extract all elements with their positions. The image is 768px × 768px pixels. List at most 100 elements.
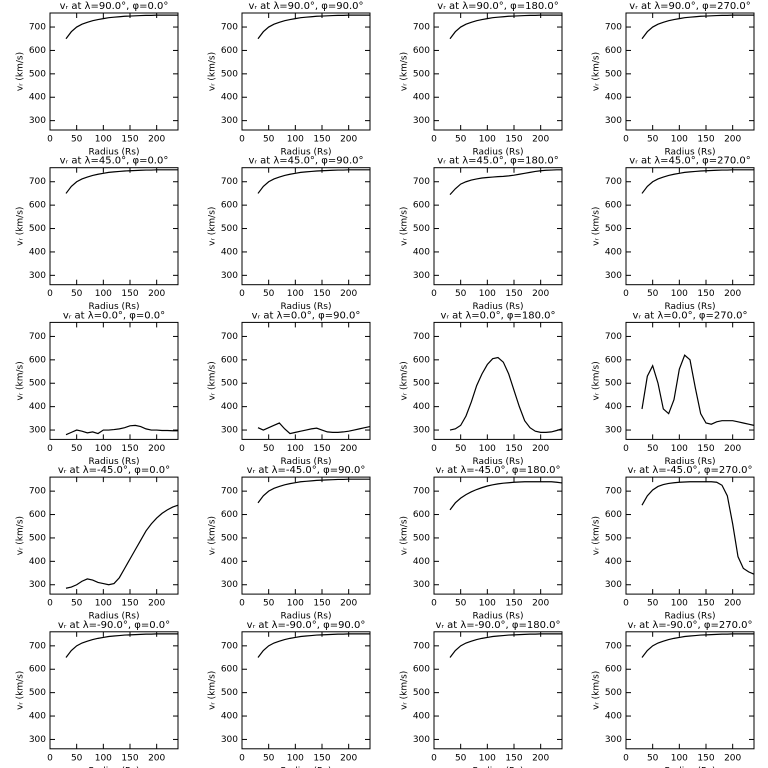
y-axis-label: vᵣ (km/s)	[400, 361, 410, 400]
x-axis-label: Radius (Rs)	[88, 148, 139, 158]
y-tick-label: 700	[605, 23, 622, 33]
plot-frame	[241, 321, 371, 440]
y-tick-label: 300	[605, 580, 622, 590]
data-line	[65, 424, 178, 436]
plot-frame	[49, 12, 179, 131]
x-axis-label: Radius (Rs)	[472, 612, 523, 622]
y-axis-label: vᵣ (km/s)	[208, 52, 218, 91]
x-tick-label: 100	[479, 444, 496, 454]
y-tick-label: 500	[413, 379, 430, 389]
y-axis-label: vᵣ (km/s)	[16, 671, 26, 710]
y-tick-label: 500	[221, 69, 238, 79]
x-tick-label: 100	[479, 135, 496, 145]
chart-title: vᵣ at λ=45.0°, φ=180.0°	[437, 156, 558, 167]
x-tick-label: 50	[263, 444, 275, 454]
x-tick-label: 150	[505, 135, 522, 145]
x-axis-label: Radius (Rs)	[664, 766, 715, 768]
data-line	[65, 633, 178, 658]
y-tick-label: 700	[605, 487, 622, 497]
y-tick-label: 300	[29, 271, 46, 281]
y-axis-label: vᵣ (km/s)	[592, 361, 602, 400]
y-tick-label: 700	[29, 332, 46, 342]
y-tick-label: 400	[413, 402, 430, 412]
x-tick-label: 150	[121, 599, 138, 609]
y-tick-label: 300	[29, 735, 46, 745]
x-tick-label: 100	[479, 599, 496, 609]
chart-title: vᵣ at λ=90.0°, φ=270.0°	[629, 1, 750, 12]
y-tick-label: 300	[413, 426, 430, 436]
y-tick-label: 700	[413, 177, 430, 187]
x-tick-label: 150	[697, 753, 714, 763]
x-tick-label: 200	[724, 289, 741, 299]
y-tick-label: 600	[29, 355, 46, 365]
x-tick-label: 50	[455, 753, 467, 763]
data-line	[641, 14, 754, 40]
y-tick-label: 300	[221, 271, 238, 281]
x-tick-label: 150	[121, 135, 138, 145]
x-axis-label: Radius (Rs)	[472, 148, 523, 158]
y-tick-label: 600	[221, 355, 238, 365]
y-tick-label: 700	[221, 487, 238, 497]
x-axis-label: Radius (Rs)	[280, 612, 331, 622]
data-line	[449, 356, 563, 433]
y-axis-label: vᵣ (km/s)	[208, 207, 218, 246]
x-tick-label: 50	[455, 599, 467, 609]
x-tick-label: 200	[148, 135, 165, 145]
x-tick-label: 100	[671, 289, 688, 299]
y-tick-label: 400	[29, 557, 46, 567]
x-tick-label: 50	[647, 753, 659, 763]
data-line	[449, 633, 562, 658]
y-tick-label: 500	[29, 224, 46, 234]
x-tick-label: 50	[263, 135, 275, 145]
x-tick-label: 100	[287, 289, 304, 299]
x-tick-label: 100	[671, 753, 688, 763]
x-tick-label: 150	[697, 599, 714, 609]
y-tick-label: 500	[413, 688, 430, 698]
x-tick-label: 0	[47, 599, 53, 609]
x-tick-label: 0	[239, 444, 245, 454]
chart-title: vᵣ at λ=45.0°, φ=0.0°	[60, 156, 169, 167]
y-axis-label: vᵣ (km/s)	[16, 516, 26, 555]
x-tick-label: 150	[505, 753, 522, 763]
y-tick-label: 500	[605, 688, 622, 698]
y-tick-label: 400	[29, 402, 46, 412]
y-tick-label: 600	[605, 665, 622, 675]
y-tick-label: 700	[605, 641, 622, 651]
y-tick-label: 600	[221, 46, 238, 56]
y-axis-label: vᵣ (km/s)	[16, 52, 26, 91]
x-tick-label: 50	[71, 753, 83, 763]
chart-title: vᵣ at λ=-45.0°, φ=0.0°	[58, 465, 170, 476]
data-line	[641, 633, 754, 658]
y-tick-label: 600	[29, 665, 46, 675]
chart-title: vᵣ at λ=-90.0°, φ=270.0°	[627, 620, 752, 631]
y-tick-label: 600	[413, 355, 430, 365]
x-tick-label: 0	[623, 135, 629, 145]
plot-frame	[49, 167, 179, 286]
chart-title: vᵣ at λ=-90.0°, φ=0.0°	[58, 620, 170, 631]
x-tick-label: 100	[287, 599, 304, 609]
y-tick-label: 400	[413, 712, 430, 722]
data-line	[257, 633, 370, 658]
x-tick-label: 50	[263, 599, 275, 609]
y-tick-label: 600	[221, 510, 238, 520]
x-tick-label: 100	[671, 135, 688, 145]
y-tick-label: 500	[29, 688, 46, 698]
y-tick-label: 700	[413, 332, 430, 342]
x-tick-label: 100	[287, 135, 304, 145]
y-tick-label: 600	[29, 510, 46, 520]
y-axis-label: vᵣ (km/s)	[208, 361, 218, 400]
x-tick-label: 200	[148, 599, 165, 609]
x-tick-label: 50	[647, 599, 659, 609]
x-tick-label: 200	[340, 289, 357, 299]
x-axis-label: Radius (Rs)	[472, 766, 523, 768]
x-tick-label: 200	[724, 599, 741, 609]
y-tick-label: 600	[29, 46, 46, 56]
x-tick-label: 100	[95, 753, 112, 763]
y-tick-label: 400	[29, 247, 46, 257]
x-tick-label: 150	[505, 289, 522, 299]
plot-frame	[241, 167, 371, 286]
y-axis-label: vᵣ (km/s)	[208, 671, 218, 710]
y-tick-label: 400	[29, 712, 46, 722]
plot-frame	[433, 321, 563, 440]
x-tick-label: 0	[47, 289, 53, 299]
